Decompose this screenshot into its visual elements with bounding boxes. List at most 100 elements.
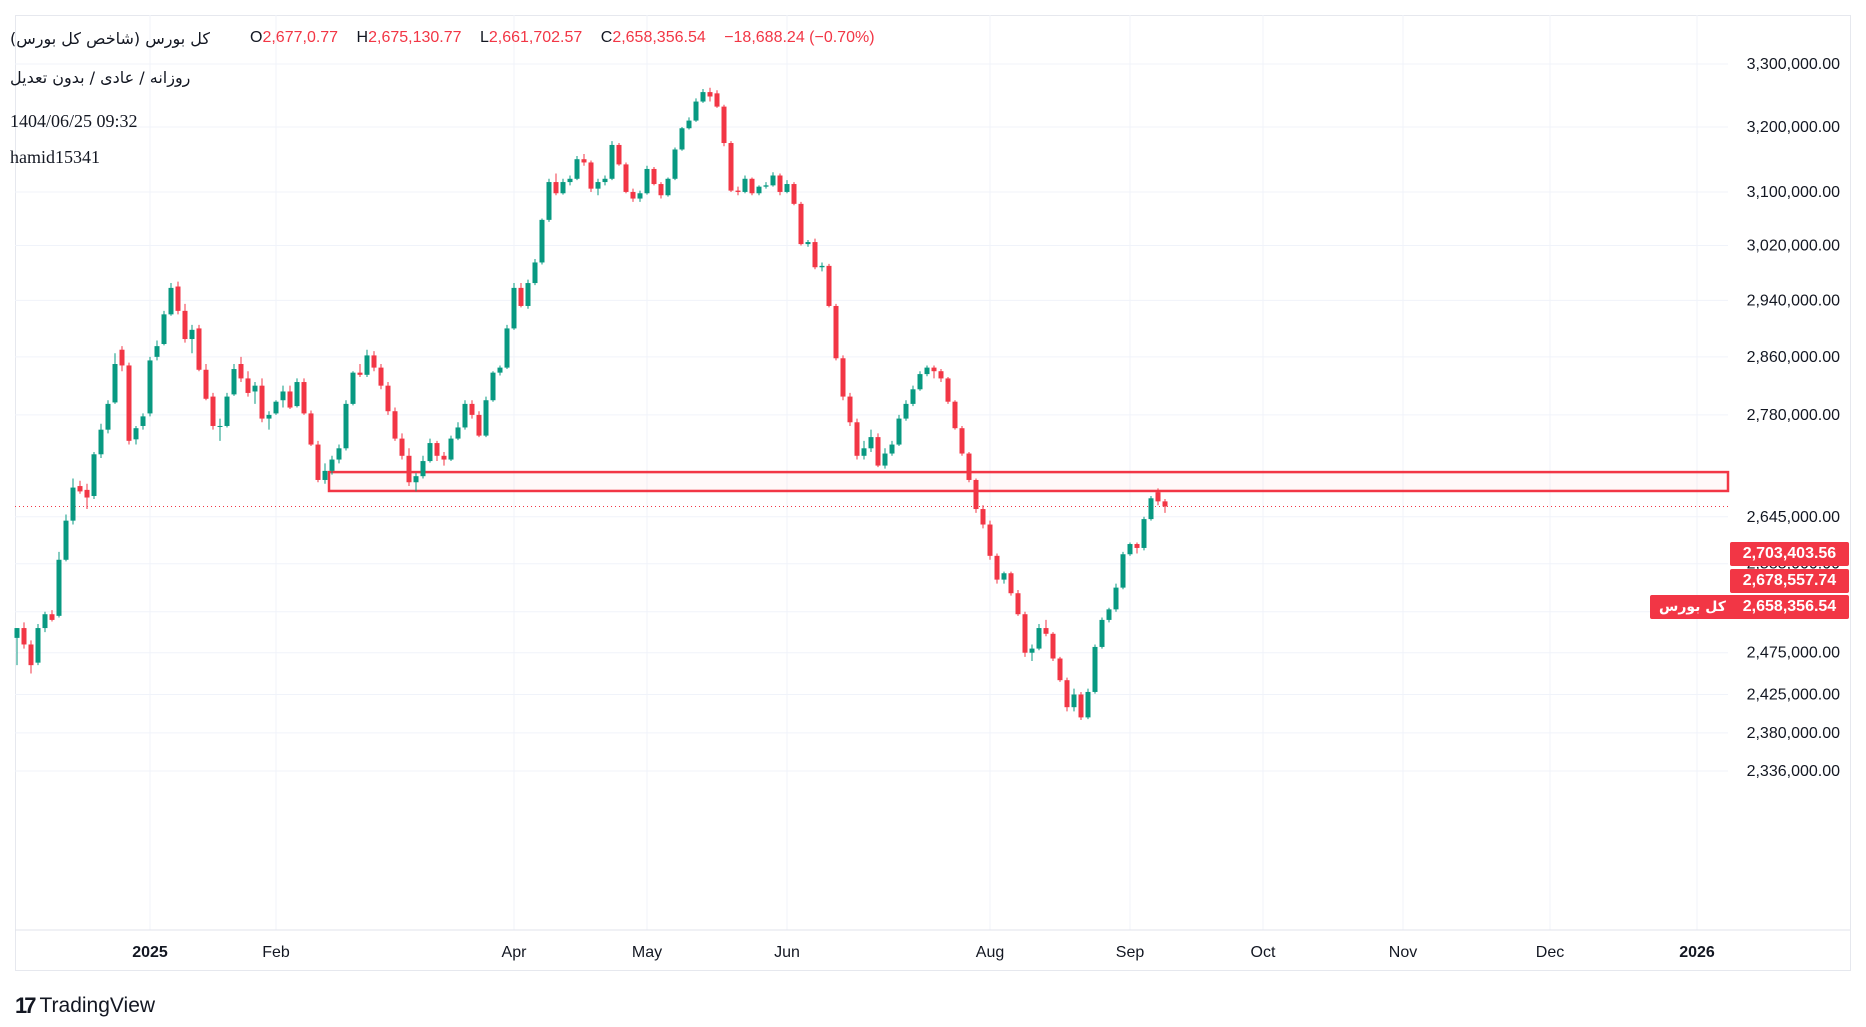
candle-body	[224, 396, 230, 426]
candle-body	[511, 287, 517, 329]
candle	[1134, 542, 1140, 554]
candle-body	[567, 178, 573, 183]
candle-body	[658, 184, 664, 196]
candle	[665, 177, 671, 197]
candle	[819, 262, 825, 272]
candle-body	[763, 185, 769, 187]
y-tick-label: 2,380,000.00	[1747, 725, 1841, 742]
candle-body	[70, 487, 76, 521]
candle	[777, 173, 783, 196]
candle-body	[973, 479, 979, 510]
candle-body	[644, 168, 650, 194]
x-tick-label: 2025	[132, 944, 168, 961]
candle-body	[168, 287, 174, 315]
candle-body	[287, 391, 293, 408]
candle-body	[357, 372, 363, 375]
candle-body	[756, 186, 762, 194]
tradingview-logo[interactable]: 17 TradingView	[15, 993, 155, 1019]
chart-frame	[15, 15, 1851, 971]
candle-body	[406, 455, 412, 483]
candle	[938, 369, 944, 383]
candle-body	[294, 382, 300, 407]
candle	[882, 448, 888, 469]
candle	[469, 400, 475, 419]
candle	[784, 180, 790, 194]
chart-subtitle: روزانه / عادی / بدون تعدیل	[10, 68, 191, 87]
last-price-tag: 2,658,356.54	[1730, 595, 1849, 619]
candle	[910, 385, 916, 407]
candle	[280, 385, 286, 408]
candle-body	[693, 101, 699, 121]
candle-body	[777, 175, 783, 192]
candle-body	[378, 367, 384, 386]
candle-body	[1064, 680, 1070, 708]
candle	[252, 382, 258, 404]
y-tick-label: 2,860,000.00	[1747, 349, 1841, 366]
candle-body	[875, 437, 881, 466]
candle	[154, 340, 160, 361]
candle	[707, 87, 713, 102]
candle-body	[1099, 619, 1105, 647]
candle	[854, 418, 860, 460]
candle-body	[910, 389, 916, 404]
candle	[385, 382, 391, 415]
candle-body	[315, 444, 321, 480]
candle	[1064, 677, 1070, 712]
candle	[1008, 571, 1014, 596]
candle	[966, 452, 972, 483]
tradingview-mark-icon: 17	[15, 993, 37, 1018]
candle	[238, 356, 244, 383]
tradingview-wordmark: TradingView	[39, 994, 156, 1017]
candle	[70, 478, 76, 525]
candle-body	[721, 106, 727, 144]
candle-body	[98, 429, 104, 455]
candle-body	[385, 385, 391, 412]
candle	[700, 88, 706, 103]
ohlc-low-value: 2,661,702.57	[488, 29, 583, 46]
candle	[609, 141, 615, 181]
candle	[931, 365, 937, 379]
candle-body	[91, 454, 97, 496]
candle	[693, 98, 699, 122]
candle-body	[1001, 573, 1007, 580]
candle	[994, 553, 1000, 584]
x-tick-label: Apr	[502, 944, 528, 961]
candle	[357, 364, 363, 377]
candle	[959, 425, 965, 456]
candle	[602, 175, 608, 186]
candle	[427, 438, 433, 463]
candle	[616, 143, 622, 166]
candle	[917, 371, 923, 391]
candle	[840, 355, 846, 401]
symbol-title[interactable]: کل بورس (شاخص کل بورس)	[10, 29, 211, 48]
candle-body	[1092, 646, 1098, 692]
candle-body	[301, 382, 307, 414]
candle	[336, 444, 342, 464]
candle	[805, 240, 811, 247]
candle	[448, 435, 454, 462]
candle-body	[630, 191, 636, 199]
candle	[763, 182, 769, 189]
candle-body	[791, 184, 797, 204]
candle-body	[637, 193, 643, 199]
candle	[434, 440, 440, 462]
candle	[217, 418, 223, 441]
support-zone-rect[interactable]	[327, 470, 1730, 493]
y-tick-label: 2,645,000.00	[1747, 509, 1841, 526]
candle	[14, 628, 20, 666]
candle	[126, 362, 132, 445]
candle-body	[819, 265, 825, 268]
candle	[350, 371, 356, 406]
candle	[91, 452, 97, 500]
candle-body	[336, 448, 342, 460]
candle	[497, 365, 503, 376]
candle-body	[1036, 628, 1042, 649]
zone-low-price-tag: 2,678,557.74	[1730, 569, 1849, 593]
candle-body	[154, 346, 160, 357]
candle-body	[259, 385, 265, 419]
candle	[686, 117, 692, 130]
candle-body	[707, 92, 713, 97]
candle-body	[952, 401, 958, 429]
candle-body	[700, 92, 706, 102]
